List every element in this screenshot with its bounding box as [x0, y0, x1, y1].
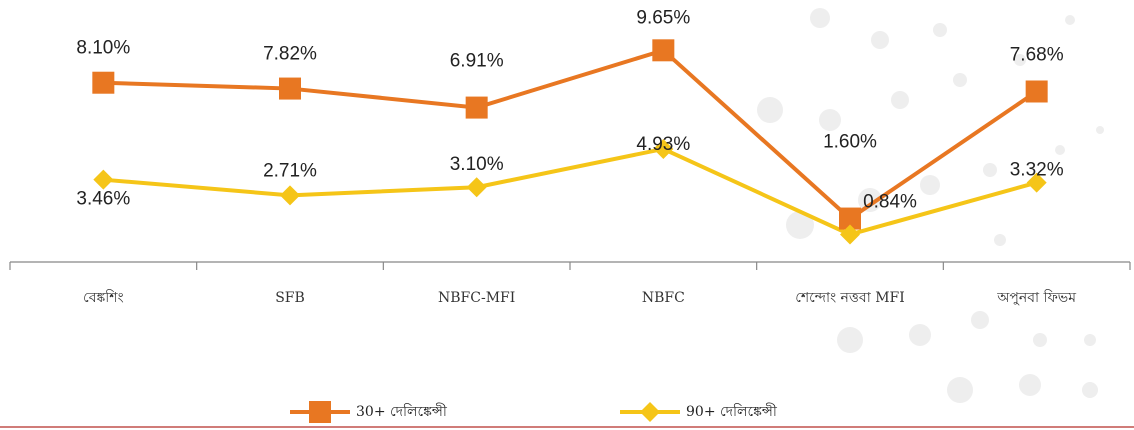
- data-label: 9.65%: [636, 7, 690, 28]
- data-label: 3.10%: [450, 154, 504, 175]
- point: [279, 77, 301, 100]
- point: [93, 169, 114, 190]
- legend-label: 30+ দেলিঙ্কেন্সী: [356, 403, 448, 420]
- x-tick-label: অপুনবা ফিভম: [997, 290, 1077, 306]
- data-label: 2.71%: [263, 160, 317, 181]
- x-tick-label: বেঙ্কশিং: [83, 290, 124, 306]
- x-tick-label: NBFC: [641, 290, 685, 306]
- point: [839, 207, 861, 230]
- series-line: [103, 48, 1038, 222]
- data-label: 7.82%: [263, 44, 317, 65]
- data-label: 8.10%: [76, 38, 130, 59]
- point: [1026, 172, 1047, 193]
- data-label: 4.93%: [636, 134, 690, 155]
- background-dots: [757, 8, 1104, 403]
- series-line: [103, 146, 1038, 237]
- point: [653, 138, 674, 159]
- data-label: 7.68%: [1010, 45, 1064, 66]
- point: [280, 185, 300, 206]
- x-tick-label: SFB: [275, 290, 305, 306]
- x-tick-label: শেন্দোং নত্তবা MFI: [795, 290, 905, 306]
- data-label: 1.60%: [823, 132, 877, 153]
- point: [652, 39, 675, 62]
- legend-marker: [309, 401, 331, 423]
- point: [1025, 80, 1048, 103]
- data-label: 6.91%: [450, 51, 504, 72]
- point: [92, 71, 115, 94]
- point: [465, 96, 488, 119]
- data-label: 3.46%: [76, 189, 130, 210]
- point: [466, 177, 487, 198]
- legend-label: 90+ দেলিঙ্কেন্সী: [686, 403, 778, 420]
- data-label: 3.32%: [1010, 160, 1064, 181]
- x-tick-label: NBFC-MFI: [438, 290, 516, 306]
- point: [840, 224, 860, 245]
- legend-marker: [640, 402, 660, 422]
- data-label: 0.84%: [863, 191, 917, 212]
